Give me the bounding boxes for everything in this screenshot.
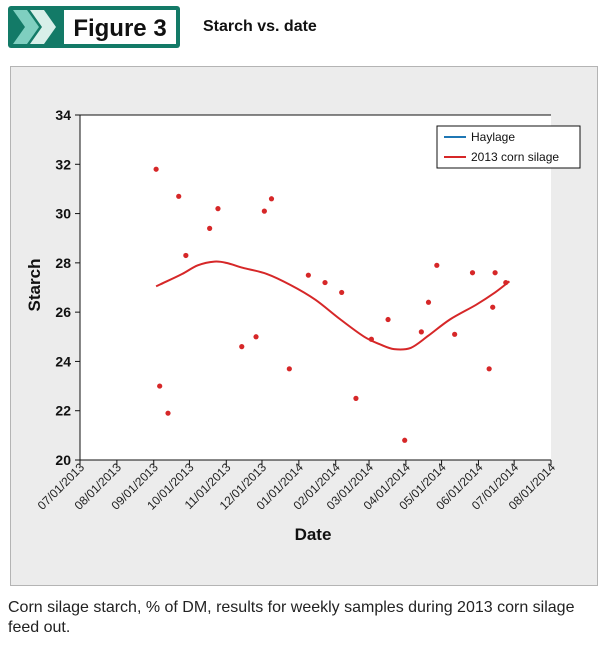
figure-title: Starch vs. date <box>203 18 317 35</box>
data-point <box>490 304 496 310</box>
data-point <box>339 289 345 296</box>
data-point <box>215 206 221 212</box>
y-tick-label: 32 <box>55 156 71 172</box>
series-line-2013-corn-silage <box>155 260 511 351</box>
y-tick-label: 22 <box>55 403 71 419</box>
data-point <box>183 252 189 259</box>
y-tick-label: 20 <box>55 452 71 468</box>
data-point <box>261 208 267 214</box>
chevron-icon <box>30 10 56 44</box>
legend-label-2013-corn-silage: 2013 corn silage <box>471 150 559 164</box>
data-point <box>165 410 171 416</box>
data-point <box>402 437 408 443</box>
axes <box>75 114 552 465</box>
data-point <box>353 395 359 401</box>
y-tick-label: 24 <box>55 353 71 369</box>
badge-label-box <box>64 10 176 44</box>
data-point <box>207 225 213 231</box>
data-point <box>434 262 440 268</box>
legend-box <box>436 125 581 169</box>
x-axis-label: Date <box>295 525 332 544</box>
x-tick-labels: 07/01/201308/01/201309/01/201310/01/2013… <box>35 460 559 513</box>
data-point <box>253 334 259 340</box>
data-point <box>418 329 424 335</box>
y-tick-labels: 20 22 24 26 28 30 32 34 <box>55 107 71 468</box>
data-point <box>492 270 498 276</box>
data-point <box>385 316 391 323</box>
y-tick-label: 28 <box>55 255 71 271</box>
figure-caption: Corn silage starch, % of DM, results for… <box>8 599 575 636</box>
data-point <box>503 279 509 286</box>
data-points <box>153 166 509 443</box>
data-point <box>286 366 292 372</box>
data-point <box>157 383 163 389</box>
data-point <box>425 299 432 305</box>
figure-badge: Figure 3 <box>8 6 180 48</box>
y-tick-label: 26 <box>55 304 71 320</box>
y-tick-label: 30 <box>55 206 71 222</box>
data-point <box>268 196 275 202</box>
y-tick-label: 34 <box>55 107 71 123</box>
data-point <box>486 366 492 372</box>
data-point <box>305 272 311 278</box>
data-point <box>239 344 245 350</box>
plot-area <box>80 115 551 460</box>
data-point <box>368 336 375 342</box>
chevron-icon <box>13 10 39 44</box>
data-point <box>469 270 476 276</box>
y-axis-label: Starch <box>25 259 44 312</box>
data-point <box>322 279 328 286</box>
data-point <box>452 331 458 337</box>
legend-label-haylage: Haylage <box>471 130 515 144</box>
data-point <box>153 166 159 172</box>
legend: Haylage 2013 corn silage <box>436 125 581 169</box>
data-point <box>176 193 182 199</box>
figure-label: Figure 3 <box>73 15 166 42</box>
